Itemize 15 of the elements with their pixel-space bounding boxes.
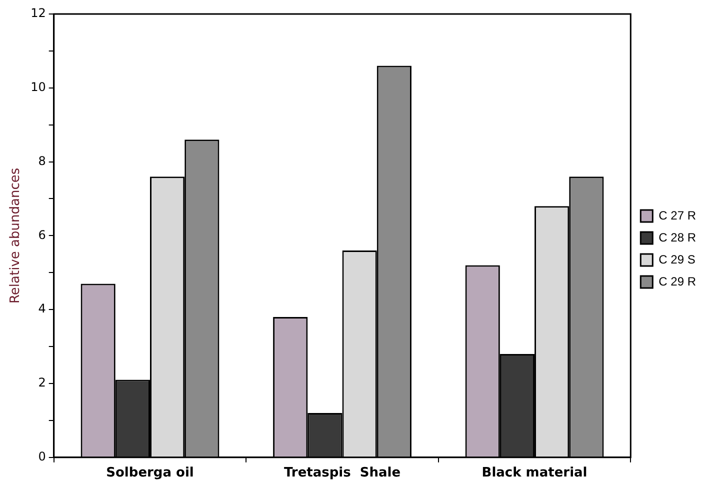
y-tick-label: 8: [38, 154, 46, 168]
legend-label: C 29 S: [658, 252, 696, 266]
y-tick-label: 12: [30, 6, 46, 20]
legend-label: C 27 R: [658, 208, 696, 222]
y-tick-label: 0: [38, 450, 46, 464]
y-tick-label: 2: [38, 376, 46, 390]
legend-label: C 29 R: [658, 274, 696, 288]
x-tick-label: Black material: [482, 466, 588, 481]
y-axis-title: Relative abundances: [8, 168, 24, 304]
y-tick-label: 6: [38, 228, 46, 242]
y-tick-label: 4: [38, 302, 46, 316]
x-tick-label: Tretaspis Shale: [284, 466, 401, 481]
legend-label: C 28 R: [658, 230, 696, 244]
x-tick-label: Solberga oil: [106, 466, 194, 481]
y-tick-label: 10: [30, 80, 46, 94]
